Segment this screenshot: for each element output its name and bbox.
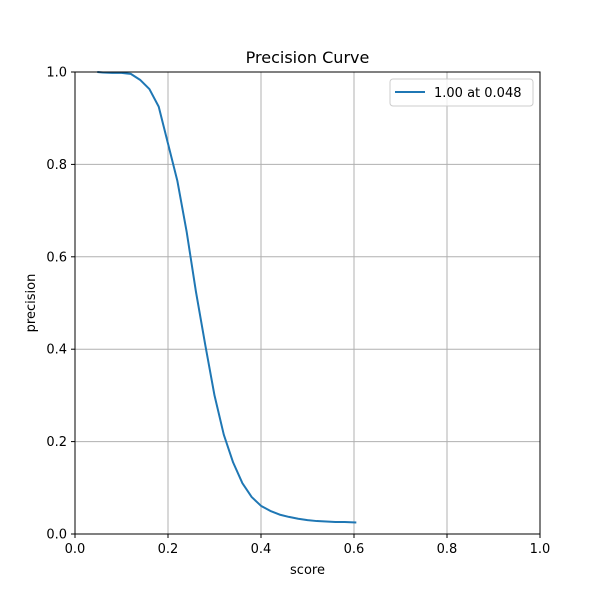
legend-box: [389, 78, 534, 107]
series-layer: [97, 71, 357, 524]
y-tick-label: 0.8: [46, 158, 67, 173]
x-tick-label: 0.0: [65, 542, 86, 557]
y-tick-label: 0.6: [46, 250, 67, 265]
grid: [74, 71, 541, 535]
y-tick-label: 0.0: [46, 528, 67, 543]
plot-frame: [74, 71, 541, 535]
y-tick-label: 0.2: [46, 435, 67, 450]
x-axis-label: score: [290, 563, 325, 578]
x-tick-label: 0.8: [437, 542, 458, 557]
y-tick-label: 0.4: [46, 343, 67, 358]
ticks: 0.0 0.2 0.4 0.6 0.8 1.0 0.0 0.2 0.4 0.6 0.8 1.0: [46, 66, 550, 558]
legend: 1.00 at 0.048: [389, 78, 534, 107]
x-tick-label: 0.6: [344, 542, 365, 557]
y-axis-label: precision: [24, 274, 39, 333]
y-tick-label: 1.0: [46, 66, 67, 81]
legend-entry-label: 1.00 at 0.048: [434, 86, 522, 101]
series-line-0: [97, 71, 357, 524]
chart-title: Precision Curve: [246, 48, 370, 67]
x-tick-label: 0.4: [251, 542, 272, 557]
x-tick-label: 0.2: [158, 542, 179, 557]
x-tick-label: 1.0: [530, 542, 551, 557]
